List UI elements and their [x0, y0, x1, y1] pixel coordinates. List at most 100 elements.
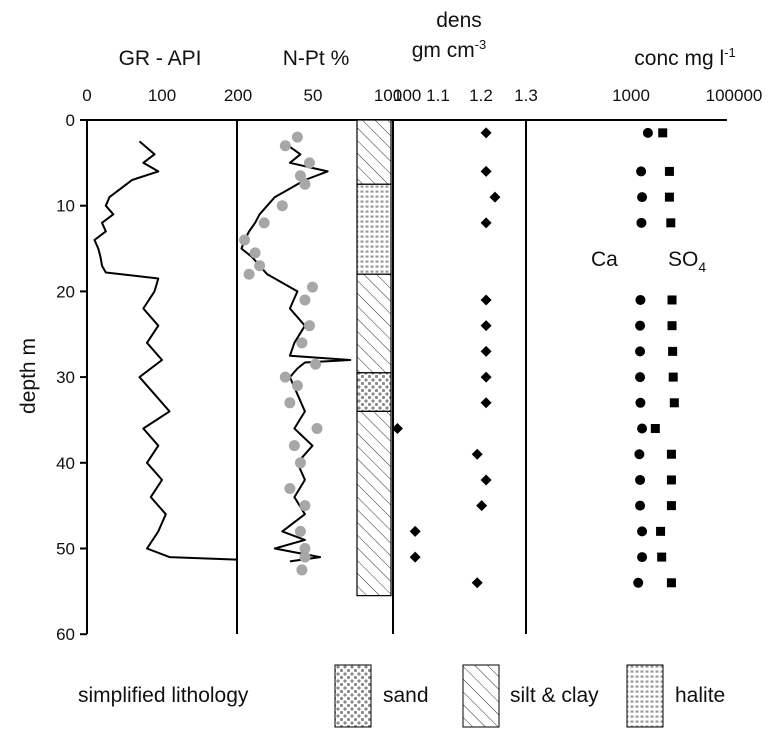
ca-point — [637, 423, 648, 434]
y-tick-label: 10 — [56, 197, 75, 216]
y-tick-label: 20 — [56, 282, 75, 301]
npt-point — [296, 564, 308, 576]
ca-point — [635, 500, 646, 511]
npt-panel-title: N-Pt % — [283, 47, 350, 70]
ca-point — [637, 552, 648, 563]
ca-point — [642, 127, 653, 138]
ca-point — [637, 192, 648, 203]
conc-title-sup: -1 — [724, 45, 736, 60]
npt-point — [254, 260, 266, 272]
so4-point — [650, 424, 660, 434]
npt-point — [284, 397, 296, 409]
dens-tick-1.1: 1.1 — [426, 86, 450, 105]
npt-point — [294, 525, 306, 537]
npt-point — [303, 157, 315, 169]
ca-point — [636, 217, 647, 228]
lithology-unit — [356, 183, 392, 275]
gr-series — [93, 140, 238, 561]
npt-point — [299, 551, 311, 563]
lithology-unit — [356, 372, 392, 412]
conc-tick-1000: 1000 — [612, 86, 650, 105]
density-point — [480, 397, 492, 409]
y-tick-label: 40 — [56, 454, 75, 473]
ca-point — [637, 526, 648, 537]
y-tick-label: 30 — [56, 368, 75, 387]
y-tick-labels: 0 10 20 30 40 50 60 — [56, 111, 87, 644]
npt-point — [307, 281, 318, 293]
so4-point — [666, 475, 676, 485]
so4-point — [664, 192, 674, 202]
so4-point — [656, 526, 666, 536]
dens-tick-1.2: 1.2 — [469, 86, 493, 105]
conc-tick-100000: 100000 — [706, 86, 763, 105]
density-point — [471, 577, 483, 589]
legend-label-sand: sand — [383, 684, 429, 707]
npt-point — [291, 131, 303, 143]
density-point — [489, 191, 501, 203]
density-point — [480, 127, 492, 139]
so4-point — [667, 295, 677, 305]
npt-tick-50: 50 — [304, 86, 323, 105]
legend-label-halite: halite — [675, 684, 725, 707]
npt-point — [276, 200, 288, 212]
npt-point — [299, 178, 311, 190]
lithology-unit — [356, 119, 392, 185]
npt-tick-100: 100 — [374, 86, 402, 105]
concentration-points — [633, 127, 679, 588]
lithology-unit — [356, 410, 392, 597]
npt-point — [294, 170, 306, 182]
y-tick-label: 0 — [66, 111, 75, 130]
npt-point — [249, 247, 261, 259]
so4-point — [664, 166, 674, 176]
density-point — [480, 165, 492, 177]
npt-point — [288, 440, 300, 452]
so4-point — [666, 578, 676, 588]
density-point — [480, 474, 492, 486]
dens-title-line2: gm cm-3 — [412, 37, 487, 62]
density-point — [391, 423, 403, 435]
gr-panel-title: GR - API — [119, 47, 202, 70]
so4-point — [669, 398, 679, 408]
dens-tick-100: 100 — [393, 86, 421, 105]
npt-point — [294, 457, 306, 469]
gr-tick-200: 200 — [224, 86, 252, 105]
gr-log-line — [93, 140, 238, 561]
so4-point — [666, 449, 676, 459]
density-point — [471, 448, 483, 460]
lithology-unit — [356, 273, 392, 374]
npt-point — [299, 500, 311, 512]
density-point — [480, 371, 492, 383]
so4-point — [667, 321, 677, 331]
so4-label: SO4 — [668, 248, 706, 275]
dens-tick-1.3: 1.3 — [514, 86, 538, 105]
so4-point — [668, 372, 678, 382]
dens-title-main: gm cm — [412, 39, 475, 62]
npt-point — [311, 423, 323, 435]
density-point — [480, 345, 492, 357]
legend-swatch-silt — [462, 664, 500, 728]
ca-point — [633, 577, 644, 588]
ca-point — [635, 397, 646, 408]
legend-label-silt: silt & clay — [510, 684, 599, 707]
legend: simplified lithology sand silt & clay ha… — [78, 664, 725, 728]
density-point — [480, 217, 492, 229]
npt-series — [239, 131, 352, 576]
so4-label-main: SO — [668, 248, 698, 271]
npt-log-line — [240, 140, 352, 563]
legend-swatch-sand — [334, 664, 372, 728]
legend-swatch-halite — [626, 664, 664, 728]
ca-point — [636, 166, 647, 177]
npt-point — [284, 483, 296, 495]
density-point — [480, 294, 492, 306]
ca-point — [635, 346, 646, 357]
so4-label-sub: 4 — [698, 259, 706, 275]
y-axis-label: depth m — [17, 338, 40, 414]
ca-label: Ca — [591, 248, 618, 271]
density-point — [476, 500, 488, 512]
npt-point — [279, 140, 291, 152]
so4-point — [666, 501, 676, 511]
so4-point — [657, 552, 667, 562]
npt-point — [239, 234, 251, 246]
npt-point — [299, 294, 311, 306]
so4-point — [666, 218, 676, 228]
